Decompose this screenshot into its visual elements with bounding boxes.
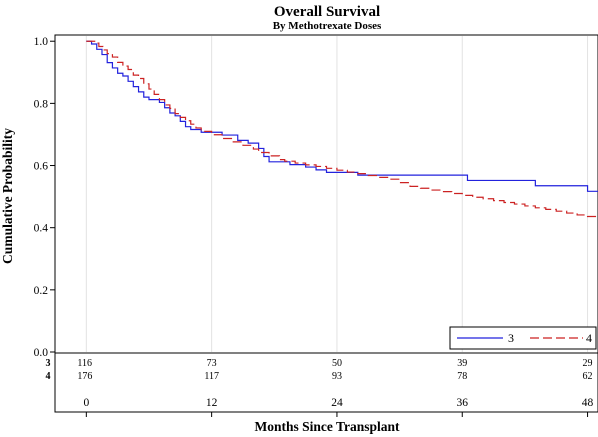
risk-count-3-2: 50 xyxy=(332,358,342,369)
series-line-3 xyxy=(86,40,598,192)
chart-subtitle: By Methotrexate Doses xyxy=(273,20,382,32)
y-tick-label-3: 0.6 xyxy=(34,161,49,173)
series-line-4 xyxy=(86,40,598,218)
x-tick-label-0: 0 xyxy=(83,397,89,409)
x-tick-label-1: 12 xyxy=(206,397,218,409)
risk-row-label-3: 3 xyxy=(46,358,51,369)
y-tick-label-0: 0.0 xyxy=(34,347,49,359)
y-tick-label-2: 0.4 xyxy=(34,223,49,235)
y-axis-label: Cumulative Probability xyxy=(0,128,15,264)
plot-frame xyxy=(54,34,598,413)
chart-title: Overall Survival xyxy=(274,4,380,20)
x-tick-label-3: 36 xyxy=(457,397,469,409)
risk-row-label-4: 4 xyxy=(46,371,51,382)
risk-count-4-3: 78 xyxy=(457,371,467,382)
risk-count-3-1: 73 xyxy=(207,358,217,369)
x-axis: 0 12 24 36 48 xyxy=(83,397,594,417)
gridlines xyxy=(85,36,589,352)
y-tick-label-5: 1.0 xyxy=(34,36,49,48)
risk-count-3-3: 39 xyxy=(457,358,467,369)
risk-count-3-0: 116 xyxy=(77,358,92,369)
risk-count-4-4: 62 xyxy=(583,371,593,382)
risk-count-4-1: 117 xyxy=(204,371,219,382)
x-axis-label: Months Since Transplant xyxy=(254,419,400,434)
y-tick-label-4: 0.8 xyxy=(34,98,49,110)
x-tick-label-4: 48 xyxy=(582,397,594,409)
legend-label-series-3: 3 xyxy=(508,331,514,345)
risk-count-4-0: 176 xyxy=(77,371,92,382)
legend-box xyxy=(449,326,597,350)
legend-label-series-4: 4 xyxy=(586,331,592,345)
y-tick-label-1: 0.2 xyxy=(34,285,49,297)
risk-count-4-2: 93 xyxy=(332,371,342,382)
series-layer xyxy=(86,40,598,218)
legend: 3 4 xyxy=(449,326,597,350)
y-axis: 0.0 0.2 0.4 0.6 0.8 1.0 xyxy=(34,36,55,359)
x-tick-label-2: 24 xyxy=(331,397,343,409)
risk-count-3-4: 29 xyxy=(583,358,593,369)
at-risk-table: 3 116 73 50 39 29 4 176 117 93 78 62 xyxy=(46,358,593,382)
